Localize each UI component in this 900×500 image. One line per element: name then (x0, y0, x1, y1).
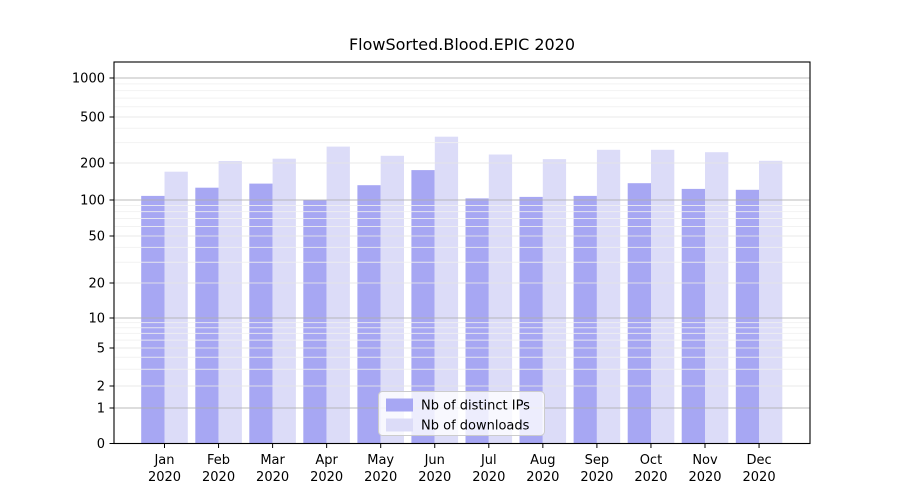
x-axis-tick-label-month: Feb (207, 453, 230, 468)
y-axis-tick-label: 20 (88, 277, 105, 292)
legend-label: Nb of downloads (421, 419, 530, 434)
x-axis-tick-label-month: Aug (530, 453, 555, 468)
legend-box (378, 391, 545, 436)
legend-swatch (386, 418, 413, 432)
y-axis-tick-label: 1000 (72, 72, 105, 87)
x-axis-tick-label-year: 2020 (202, 470, 235, 485)
x-axis-tick-label-month: Apr (315, 453, 338, 468)
bar-distinct-ips-oct (627, 183, 651, 444)
x-axis-tick-label-month: Oct (640, 453, 662, 468)
x-axis-tick-label-month: Sep (585, 453, 610, 468)
bar-distinct-ips-nov (681, 188, 705, 444)
bar-distinct-ips-feb (195, 187, 219, 444)
y-axis-tick-label: 10 (88, 312, 105, 327)
x-axis: Jan 2020 Feb 2020 Mar 2020 Apr 2020 May 2020 Jun 20… (148, 443, 776, 485)
bar-downloads-jan (164, 171, 188, 444)
bar-downloads-may (380, 155, 404, 444)
grid-layer (114, 77, 810, 409)
x-axis-tick-label-year: 2020 (526, 470, 559, 485)
bar-downloads-jun (434, 136, 459, 444)
x-axis-tick-label-month: Dec (746, 453, 771, 468)
y-axis-tick-label: 500 (80, 111, 105, 126)
x-axis-tick-label-year: 2020 (472, 470, 505, 485)
bar-distinct-ips-aug (519, 196, 543, 444)
bar-distinct-ips-apr (303, 200, 327, 444)
y-axis-tick-label: 100 (80, 194, 105, 209)
x-axis-tick-label-year: 2020 (688, 470, 721, 485)
x-axis-tick-label-year: 2020 (580, 470, 613, 485)
x-axis-tick-label-year: 2020 (310, 470, 343, 485)
bar-downloads-sep (596, 149, 621, 444)
bar-distinct-ips-may (357, 185, 381, 444)
x-axis-tick-label-month: Jun (424, 453, 445, 468)
chart-title: FlowSorted.Blood.EPIC 2020 (349, 35, 575, 54)
plot-border (113, 61, 811, 445)
bar-downloads-nov (705, 152, 729, 444)
bar-distinct-ips-mar (249, 183, 273, 444)
y-axis-tick-label: 0 (97, 437, 105, 452)
x-axis-tick-label-month: May (367, 453, 394, 468)
x-axis-tick-label-month: Jan (153, 453, 174, 468)
bar-downloads-mar (272, 158, 296, 444)
bar-downloads-oct (651, 149, 675, 444)
x-axis-tick-label-year: 2020 (743, 470, 776, 485)
bar-downloads-apr (326, 146, 350, 444)
y-axis-tick-label: 50 (88, 230, 105, 245)
y-axis-tick-label: 5 (97, 342, 105, 357)
bar-downloads-feb (218, 161, 242, 444)
y-axis-tick-label: 200 (80, 157, 105, 172)
x-axis-tick-label-month: Mar (260, 453, 285, 468)
x-axis-tick-label-year: 2020 (256, 470, 289, 485)
bar-downloads-dec (759, 160, 783, 444)
bars-layer (141, 136, 783, 444)
y-axis-tick-label: 2 (97, 380, 105, 395)
bar-distinct-ips-jul (465, 198, 489, 444)
bar-distinct-ips-jun (411, 170, 435, 444)
y-axis-tick-label: 1 (97, 402, 105, 417)
x-axis-tick-label-year: 2020 (148, 470, 181, 485)
legend-label: Nb of distinct IPs (421, 399, 530, 414)
x-axis-tick-label-year: 2020 (634, 470, 667, 485)
legend-swatch (386, 398, 413, 412)
x-axis-tick-label-year: 2020 (364, 470, 397, 485)
x-axis-tick-label-month: Jul (480, 453, 497, 468)
bar-distinct-ips-dec (735, 189, 760, 444)
y-axis: 0 1 2 5 10 20 50 100 200 500 1000 (72, 72, 114, 452)
bar-distinct-ips-jan (141, 195, 165, 444)
legend: Nb of distinct IPs Nb of downloads (378, 391, 545, 436)
bar-distinct-ips-sep (573, 195, 597, 444)
bar-downloads-aug (542, 159, 567, 444)
x-axis-tick-label-year: 2020 (418, 470, 451, 485)
x-axis-tick-label-month: Nov (692, 453, 718, 468)
